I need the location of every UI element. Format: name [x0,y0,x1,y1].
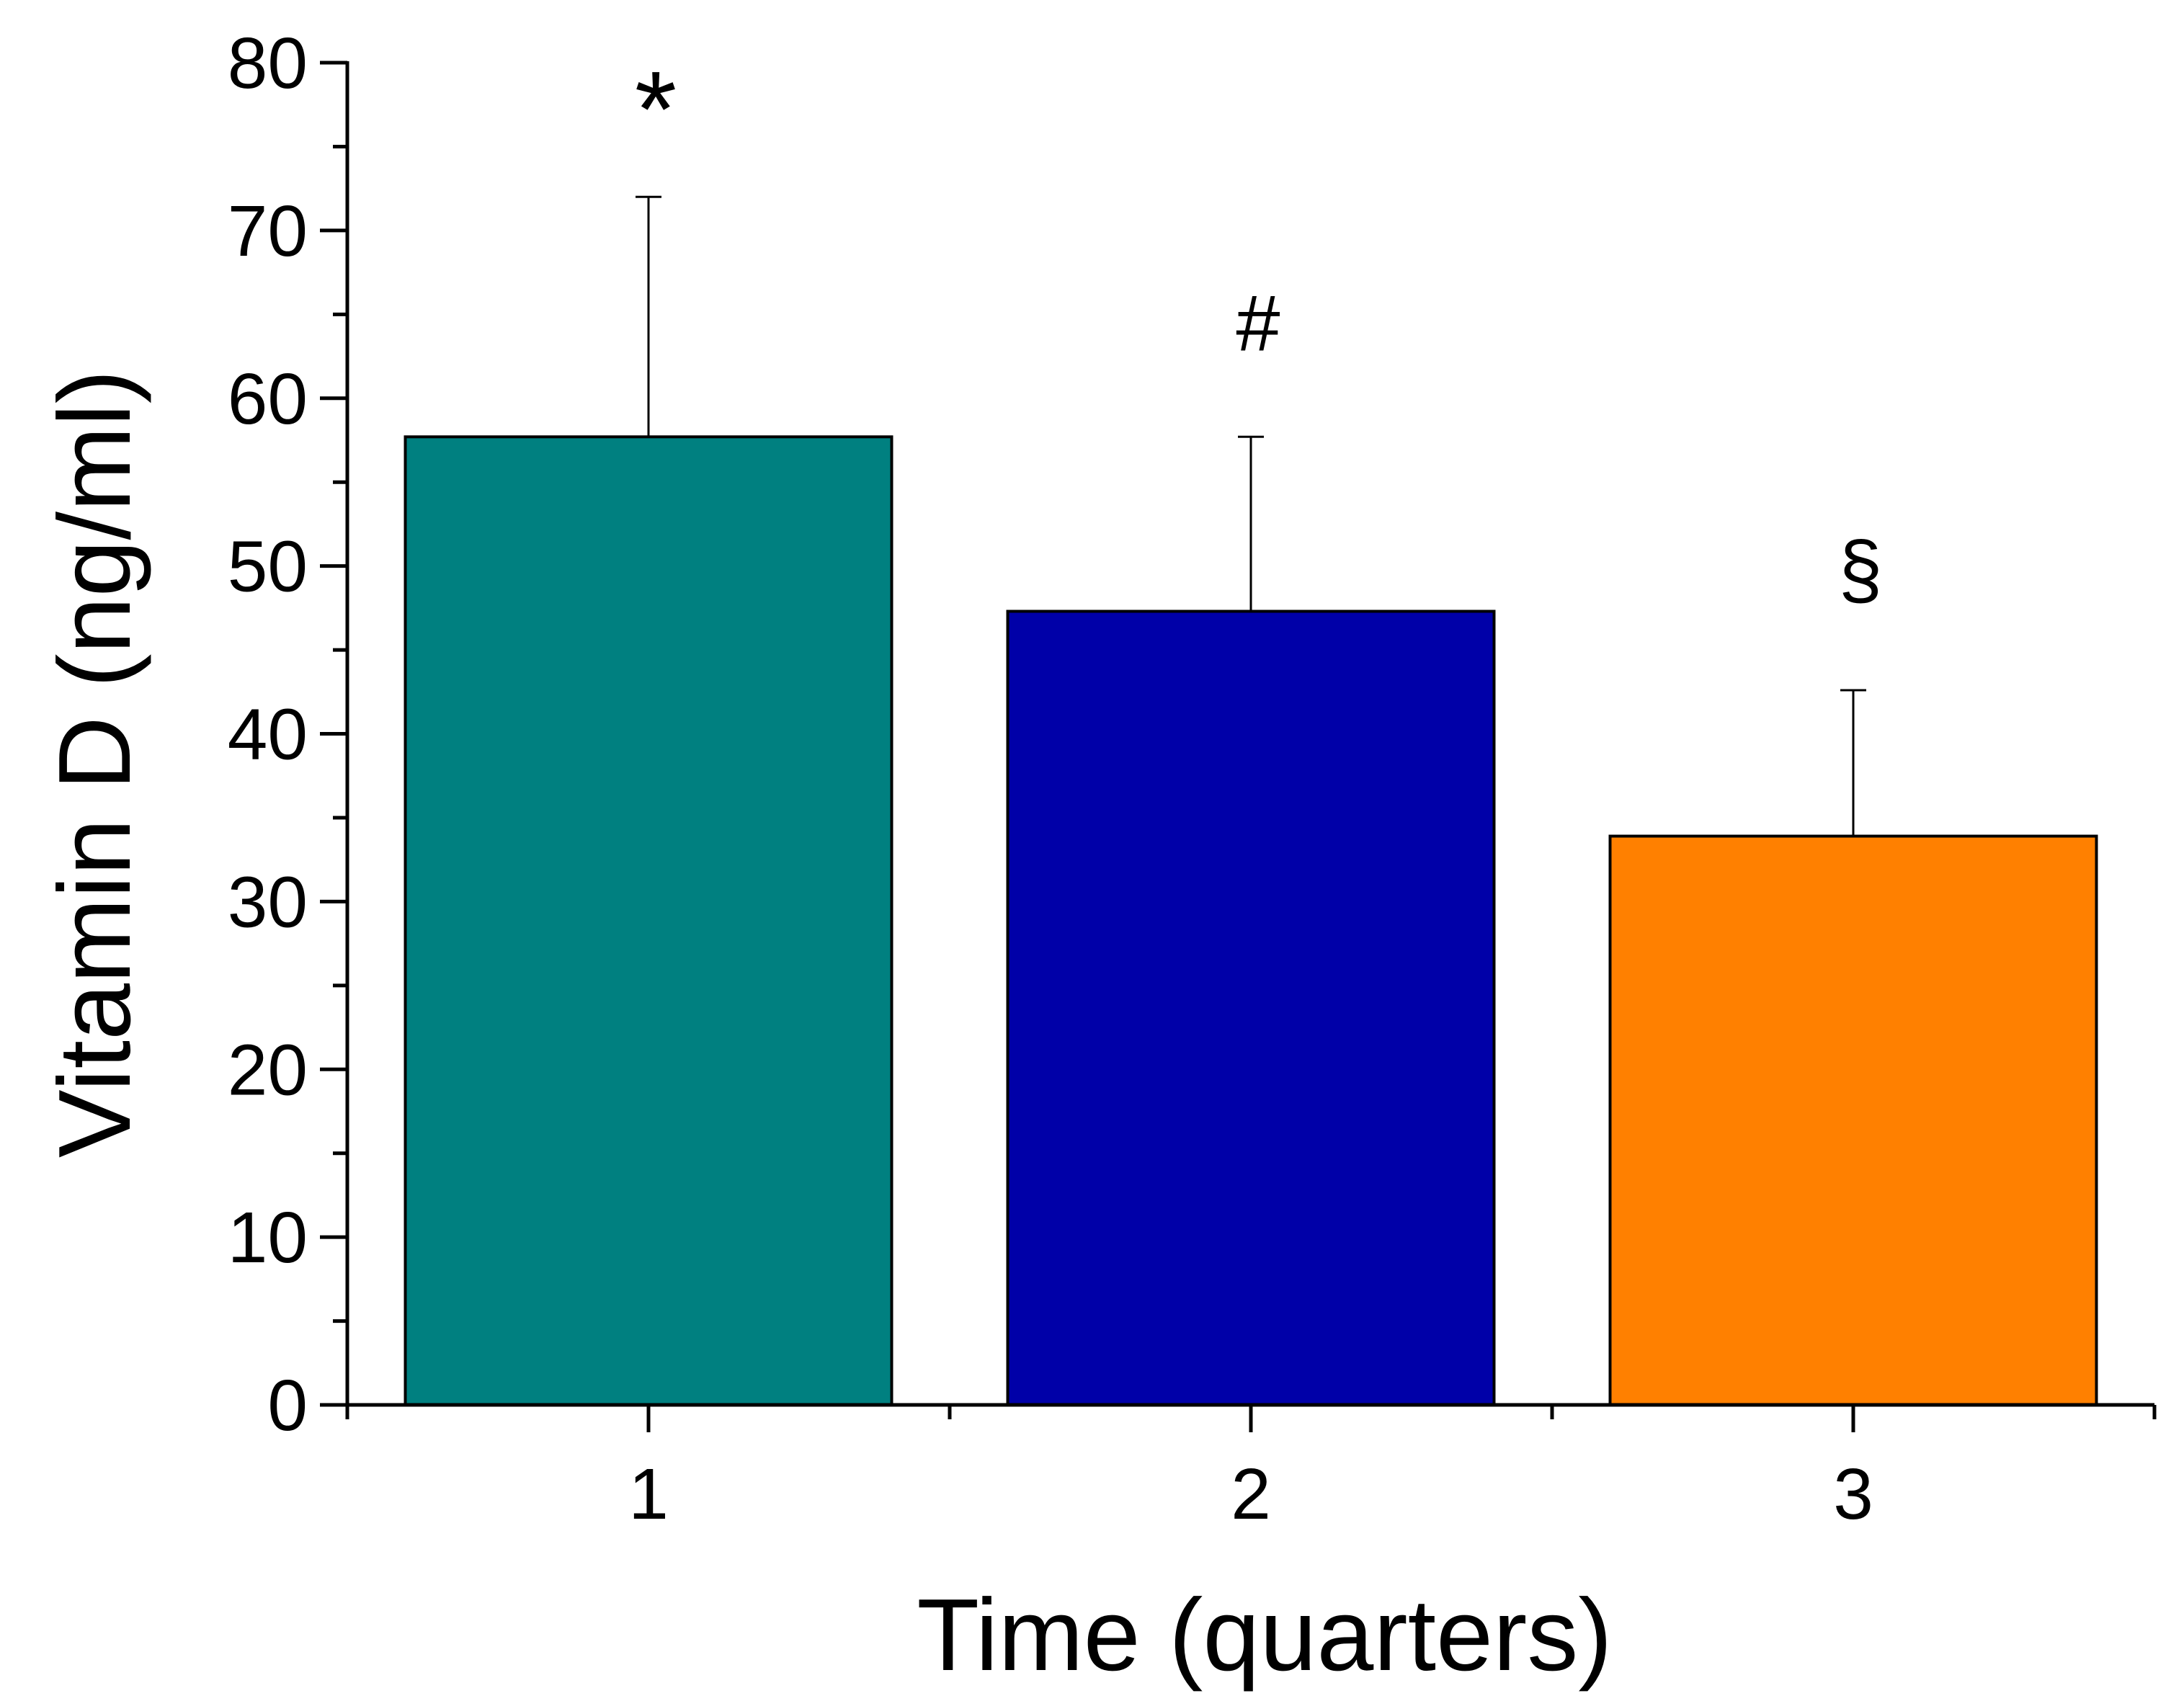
bar-2 [1006,610,1496,1406]
y-tick-label: 80 [228,23,308,104]
x-tick-label: 3 [1833,1454,1873,1535]
error-bar-1 [636,195,661,437]
y-axis-title: Vitamin D (ng/ml) [37,370,152,1158]
y-tick-label: 40 [228,695,308,775]
y-tick-label: 70 [228,191,308,272]
tick-labels-layer: 0 10 20 30 40 50 60 70 80 1 2 3 [228,23,1873,1535]
bar-3 [1608,834,2098,1406]
annotations-layer: * # § [635,48,1883,614]
error-bar-2 [1238,435,1264,612]
annotation-3: § [1838,525,1882,614]
x-tick-label: 1 [628,1454,669,1535]
axes-layer [320,61,2157,1432]
error-bars-layer [636,195,1866,836]
x-tick-label: 2 [1231,1454,1271,1535]
y-tick-label: 30 [228,862,308,942]
y-tick-label: 0 [267,1365,308,1446]
y-tick-label: 50 [228,527,308,607]
y-tick-label: 10 [228,1197,308,1278]
annotation-2: # [1236,279,1280,367]
y-tick-label: 60 [228,359,308,439]
y-tick-label: 20 [228,1030,308,1110]
annotation-1: * [635,48,677,169]
bar-1 [404,435,893,1406]
error-bar-3 [1840,689,1866,836]
x-axis-title: Time (quarters) [917,1578,1612,1692]
